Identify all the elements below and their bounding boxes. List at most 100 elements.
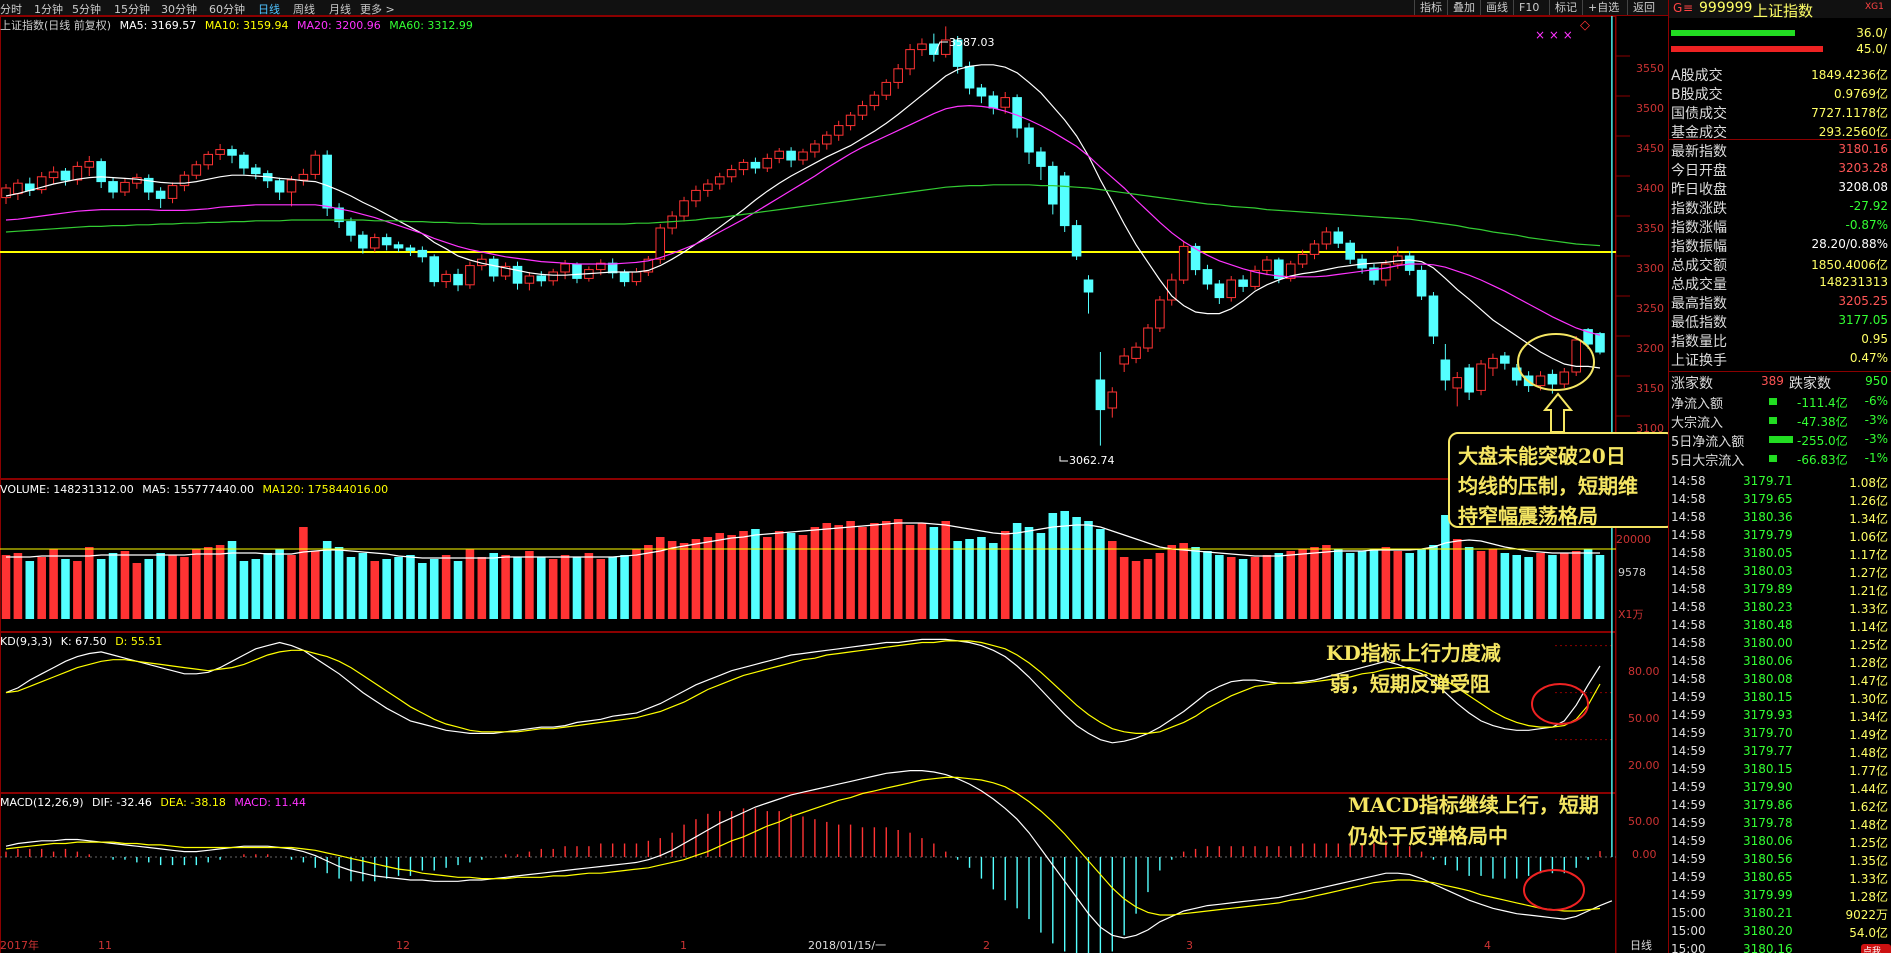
indicator-lines [0, 64, 1616, 939]
tab-more[interactable]: 更多 > [360, 3, 395, 16]
candle-body [929, 43, 939, 55]
candle-body [179, 174, 190, 187]
volume-bar [846, 521, 855, 619]
candle-body [1, 187, 11, 199]
volume-bar [1476, 551, 1486, 619]
candle-body [1345, 242, 1355, 260]
tab-60min[interactable]: 60分钟 [209, 3, 245, 16]
candle-body [310, 154, 321, 175]
candle-body [822, 134, 832, 145]
tick-price: 3179.70 [1743, 726, 1793, 740]
tab-1min[interactable]: 1分钟 [34, 3, 63, 16]
f10-button[interactable]: F10 [1513, 0, 1544, 15]
candle-body [774, 150, 784, 159]
price-tick: 3500 [1636, 102, 1664, 115]
candle-body [48, 171, 59, 179]
tick-row: 14:59 3180.15 1.30亿 [1669, 688, 1891, 706]
tick-time: 14:58 [1671, 672, 1706, 686]
volume-bar [144, 559, 154, 619]
price-tick: 3400 [1636, 182, 1664, 195]
mark-button[interactable]: 标记 [1549, 0, 1582, 15]
candle-body [203, 153, 214, 166]
volume-bar [834, 525, 843, 619]
volume-bars [1, 511, 1605, 619]
tab-15min[interactable]: 15分钟 [114, 3, 150, 16]
volume-bar [644, 545, 653, 619]
tick-row: 14:59 3179.70 1.49亿 [1669, 724, 1891, 742]
low-label: 3062.74 [1069, 454, 1115, 467]
stat-label: 指数量比 [1671, 334, 1727, 350]
stat-row: 昨日收盘 3208.08 [1669, 178, 1891, 198]
d-line [5, 640, 1601, 735]
tick-price: 3180.21 [1743, 906, 1793, 920]
candle-body [845, 114, 856, 127]
flow-row: 5日大宗流入 -66.83亿 -1% [1669, 449, 1891, 469]
legend-k: K: 67.50 [61, 635, 107, 648]
flow-value: -47.38亿 [1797, 415, 1848, 429]
tab-5min[interactable]: 5分钟 [72, 3, 101, 16]
indicator-button[interactable]: 指标 [1414, 0, 1447, 15]
time-label: 3 [1186, 939, 1193, 952]
volume-bar [679, 543, 689, 619]
candle-body [346, 221, 356, 236]
tick-price: 3179.79 [1743, 528, 1793, 542]
volume-bar [429, 559, 439, 619]
add-badge[interactable]: 点我加 [1861, 944, 1891, 953]
tab-daily[interactable]: 日线 [258, 3, 280, 16]
candle-body [227, 149, 237, 156]
tick-time: 14:59 [1671, 852, 1706, 866]
stat-row: 最新指数 3180.16 [1669, 140, 1891, 160]
volume-bar [1036, 533, 1046, 619]
flow-bar [1769, 398, 1777, 405]
flow-value: -255.0亿 [1797, 434, 1848, 448]
volume-bar [1500, 553, 1510, 619]
tab-weekly[interactable]: 周线 [293, 3, 315, 16]
volume-bar [1583, 549, 1593, 619]
tab-30min[interactable]: 30分钟 [161, 3, 197, 16]
menu-icon[interactable]: ≡ [1683, 1, 1694, 15]
volume-bar [203, 547, 213, 619]
candle-body [1297, 253, 1308, 265]
time-label: 1 [680, 939, 687, 952]
time-label: 2018/01/15/一 [808, 939, 886, 952]
tick-row: 15:00 3180.20 54.0亿 [1669, 922, 1891, 940]
stock-chart[interactable]: 上证指数(日线 前复权) MA5: 3169.57 MA10: 3159.94 … [0, 16, 1668, 953]
candle-body [286, 179, 297, 193]
volume-bar [965, 539, 974, 619]
volume-bar [418, 563, 427, 619]
tick-row: 14:58 3179.89 1.21亿 [1669, 580, 1891, 598]
back-button[interactable]: 返回 [1627, 0, 1660, 15]
xg-indicator[interactable]: XG1 [1865, 2, 1884, 12]
stat-row: 总成交额 1850.4006亿 [1669, 254, 1891, 274]
stat-label: 基金成交 [1671, 125, 1727, 141]
tab-monthly[interactable]: 月线 [329, 3, 351, 16]
flow-pct: -3% [1864, 413, 1888, 427]
tick-price: 3180.65 [1743, 870, 1793, 884]
index-name: 上证指数 [1753, 2, 1814, 20]
volume-bar [572, 557, 582, 619]
volume-bar [1452, 539, 1462, 619]
tab-intraday[interactable]: 分时 [0, 3, 22, 16]
candle-body [1274, 259, 1284, 279]
draw-line-button[interactable]: 画线 [1480, 0, 1513, 15]
volume-bar [168, 555, 177, 619]
tick-price: 3179.93 [1743, 708, 1793, 722]
tick-volume: 1.33亿 [1849, 602, 1888, 616]
candle-body [1190, 245, 1201, 271]
candle-body [500, 265, 511, 277]
stat-label: 最新指数 [1671, 144, 1727, 160]
tick-price: 3180.03 [1743, 564, 1793, 578]
overlay-button[interactable]: 叠加 [1447, 0, 1480, 15]
tick-time: 14:59 [1671, 870, 1706, 884]
candle-body [619, 272, 630, 283]
volume-bar [548, 559, 558, 619]
add-watchlist-button[interactable]: +自选 [1582, 0, 1624, 15]
candle-body [655, 227, 666, 260]
flow-value: -66.83亿 [1797, 453, 1848, 467]
stat-label: 最低指数 [1671, 315, 1727, 331]
volume-bar [108, 553, 118, 619]
tick-time: 15:00 [1671, 924, 1706, 938]
candle-body [132, 177, 142, 184]
flow-bar [1769, 436, 1793, 443]
tick-row: 14:59 3180.56 1.35亿 [1669, 850, 1891, 868]
